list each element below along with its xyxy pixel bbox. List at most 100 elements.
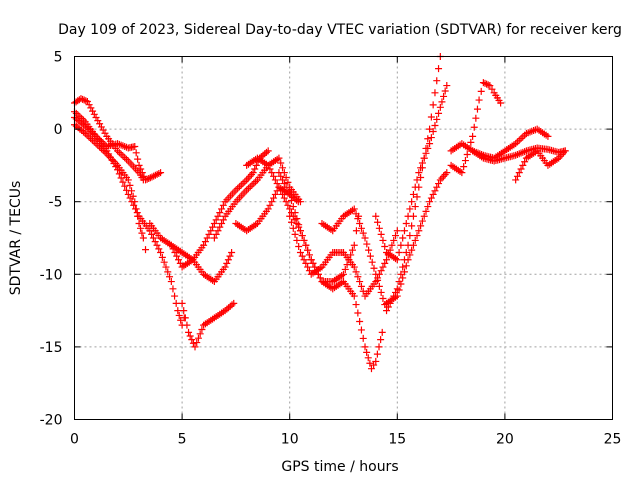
- data-point: [399, 234, 407, 242]
- data-point: [266, 165, 274, 173]
- data-point: [370, 361, 378, 369]
- data-point: [354, 273, 362, 281]
- y-tick-label: -15: [40, 340, 63, 356]
- data-point: [142, 176, 150, 184]
- data-point: [224, 256, 232, 264]
- data-point: [155, 170, 163, 178]
- data-point: [375, 343, 383, 351]
- data-point: [404, 256, 412, 264]
- data-point: [295, 221, 303, 229]
- data-point: [124, 176, 132, 184]
- data-series: [71, 121, 150, 254]
- data-point: [228, 249, 236, 257]
- data-point: [411, 236, 419, 244]
- data-point: [361, 343, 369, 351]
- data-point: [393, 285, 401, 293]
- data-point: [298, 232, 306, 240]
- data-point: [177, 316, 185, 324]
- data-point: [402, 219, 410, 227]
- data-point: [157, 169, 165, 177]
- data-point: [287, 196, 295, 204]
- data-point: [270, 194, 278, 202]
- data-point: [348, 246, 356, 254]
- data-point: [357, 326, 365, 334]
- data-point: [426, 198, 434, 206]
- data-series: [512, 147, 569, 184]
- data-point: [399, 263, 407, 271]
- data-point: [79, 95, 87, 103]
- data-point: [433, 77, 441, 85]
- data-point: [158, 253, 166, 261]
- data-point: [400, 268, 408, 276]
- data-point: [560, 149, 568, 157]
- data-point: [80, 96, 88, 104]
- data-point: [383, 256, 391, 264]
- data-point: [350, 241, 358, 249]
- data-point: [519, 133, 527, 141]
- data-point: [413, 232, 421, 240]
- data-point: [302, 241, 310, 249]
- data-point: [183, 321, 191, 329]
- x-tick-label: 20: [496, 432, 514, 448]
- x-tick-label: 10: [281, 432, 299, 448]
- data-point: [395, 286, 403, 294]
- data-point: [365, 246, 373, 254]
- data-point: [415, 169, 423, 177]
- data-point: [280, 194, 288, 202]
- data-point: [249, 169, 257, 177]
- data-point: [467, 138, 475, 146]
- data-point: [295, 242, 303, 250]
- data-point: [354, 309, 362, 317]
- data-point: [189, 339, 197, 347]
- data-point: [162, 263, 170, 271]
- data-point: [368, 258, 376, 266]
- data-point: [359, 229, 367, 237]
- data-point: [417, 222, 425, 230]
- data-point: [406, 205, 414, 213]
- data-point: [268, 198, 276, 206]
- data-point: [286, 205, 294, 213]
- data-point: [460, 163, 468, 171]
- y-tick-label: -10: [40, 267, 63, 283]
- data-point: [400, 227, 408, 235]
- data-point: [277, 172, 285, 180]
- data-point: [289, 224, 297, 232]
- data-point: [472, 114, 480, 122]
- chart-title: Day 109 of 2023, Sidereal Day-to-day VTE…: [58, 22, 622, 38]
- data-point: [409, 190, 417, 198]
- data-point: [282, 198, 290, 206]
- data-point: [417, 174, 425, 181]
- data-series: [372, 82, 451, 264]
- data-point: [379, 236, 387, 244]
- data-point: [142, 246, 150, 254]
- data-point: [243, 176, 251, 184]
- data-point: [427, 194, 435, 202]
- y-tick-label: -20: [40, 413, 63, 429]
- data-point: [186, 332, 194, 340]
- data-point: [160, 258, 168, 266]
- data-point: [307, 256, 315, 264]
- data-series: [178, 299, 238, 351]
- data-point: [433, 115, 441, 123]
- data-point: [214, 212, 222, 220]
- data-point: [96, 120, 104, 128]
- data-point: [413, 176, 421, 184]
- data-point: [293, 215, 301, 223]
- data-point: [201, 238, 209, 246]
- data-point: [473, 105, 481, 113]
- data-point: [367, 365, 375, 373]
- data-point: [212, 216, 220, 224]
- x-axis-ticks: 0 5 10 15 20 25: [70, 56, 621, 448]
- data-point: [136, 224, 144, 232]
- data-point: [436, 176, 444, 184]
- data-point: [130, 201, 138, 209]
- data-point: [284, 178, 292, 186]
- data-point: [383, 307, 391, 315]
- data-point: [381, 259, 389, 267]
- data-point: [431, 89, 439, 97]
- data-point: [145, 174, 153, 182]
- data-point: [357, 282, 365, 290]
- data-point: [415, 227, 423, 235]
- data-point: [521, 158, 529, 166]
- data-point: [483, 80, 491, 88]
